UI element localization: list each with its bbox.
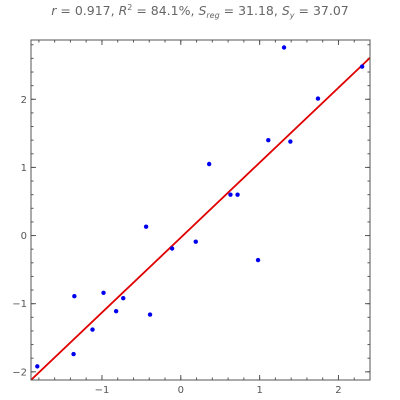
title-sep-3: , [274,3,282,18]
data-point [206,161,212,167]
data-point [147,312,153,317]
data-point [101,290,106,295]
title-sep-1: , [111,3,119,18]
axis-tick-labels: −1 0 1 2 −2 −1 0 1 2 [12,95,341,396]
regression-line-group [31,57,370,380]
title-sreg-value: 31.18 [238,3,274,18]
y-tick-label: 1 [21,163,27,174]
data-point [121,296,126,301]
data-point [255,257,261,263]
title-sy-eq: = [295,3,313,18]
data-point [71,351,76,357]
plot-frame [30,39,371,381]
y-tick-label: 2 [21,95,27,106]
data-point [315,96,321,101]
data-point [35,364,40,369]
data-point [193,239,198,244]
title-r2-sup: 2 [127,3,132,12]
data-point [288,139,293,144]
x-tick-label: 0 [178,385,184,396]
data-point [72,293,77,299]
data-point [281,45,287,50]
data-point [113,308,119,314]
title-r-value: 0.917 [75,3,111,18]
axis-ticks [31,40,371,380]
data-point [90,327,95,332]
data-points [35,45,365,369]
data-point [169,246,175,251]
x-tick-label: 1 [256,385,262,396]
title-sreg-label: S [198,3,206,18]
x-tick-label: 2 [335,385,341,396]
y-tick-label: 0 [21,231,27,242]
regression-line [31,57,370,380]
data-point [235,192,240,197]
title-sy-value: 37.07 [313,3,349,18]
title-sy-sub: y [289,11,295,20]
title-r2-value: 84.1% [151,3,191,18]
title-r2-label: R [119,3,128,18]
data-point [228,192,233,197]
y-tick-label: −1 [12,299,27,310]
chart-title: r = 0.917, R2 = 84.1%, Sreg = 31.18, Sy … [51,3,348,20]
title-sep-2: , [190,3,198,18]
title-sreg-sub: reg [206,11,219,20]
title-r-label: r [51,3,57,18]
title-sreg-eq: = [220,3,238,18]
y-tick-label: −2 [12,367,27,378]
title-r-eq: = [56,3,74,18]
title-r2-eq: = [132,3,150,18]
x-tick-label: −1 [95,385,110,396]
data-point [143,224,149,229]
title-sy-label: S [282,3,290,18]
data-point [266,137,271,143]
data-point [359,64,365,69]
